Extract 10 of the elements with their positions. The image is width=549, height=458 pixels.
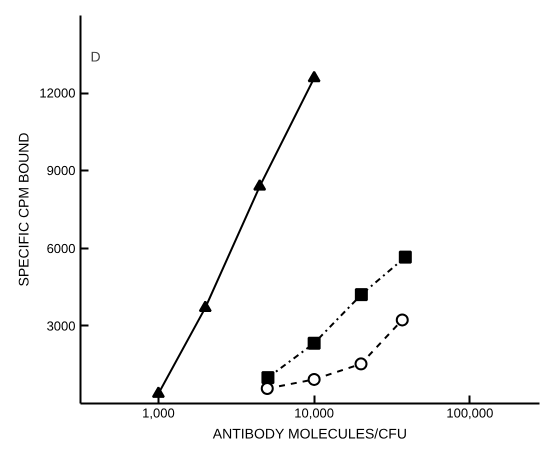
y-tick-label: 12000	[39, 86, 76, 101]
y-tick-label: 3000	[46, 318, 76, 334]
y-axis-title: SPECIFIC CPM BOUND	[15, 132, 32, 287]
annotation: D	[90, 48, 101, 64]
x-axis-title: ANTIBODY MOLECULES/CFU	[212, 426, 407, 442]
x-tick-label: 10,000	[294, 406, 334, 420]
y-tick-label: 6000	[46, 240, 76, 256]
x-tick-label: 100,000	[446, 406, 494, 420]
x-tick-label: 1,000	[142, 406, 175, 420]
y-tick-label: 9000	[46, 163, 76, 178]
